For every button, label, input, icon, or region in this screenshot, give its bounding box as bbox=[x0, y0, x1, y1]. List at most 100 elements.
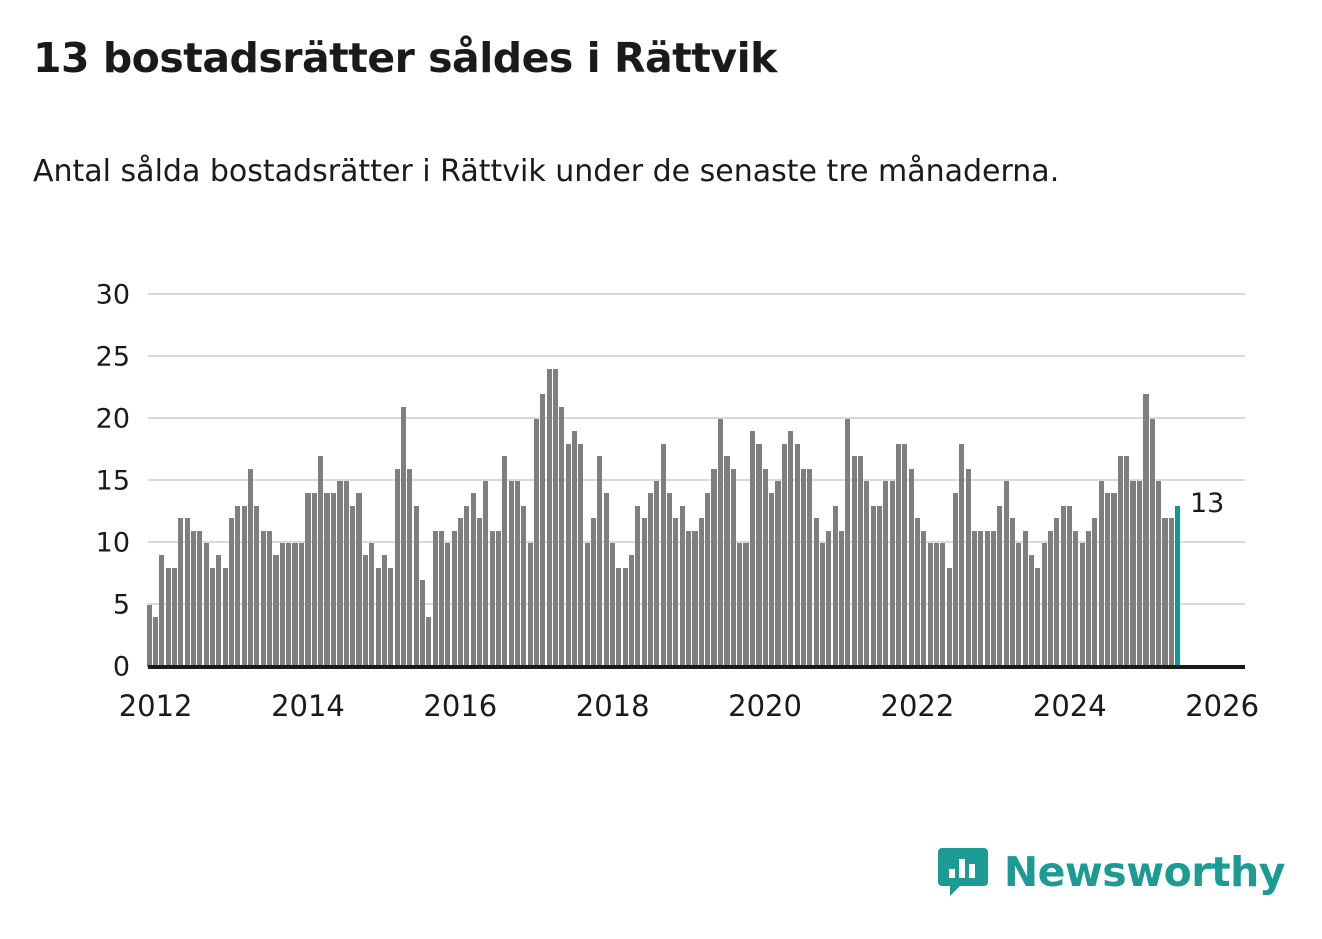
bar bbox=[901, 443, 907, 667]
bar bbox=[444, 543, 450, 667]
y-tick-label: 0 bbox=[112, 651, 130, 683]
bar bbox=[1105, 493, 1111, 667]
bar bbox=[654, 481, 660, 667]
bar bbox=[305, 493, 311, 667]
bar bbox=[978, 530, 984, 667]
bar bbox=[146, 605, 153, 667]
bar bbox=[381, 555, 387, 667]
bar bbox=[337, 481, 343, 667]
page-subtitle: Antal sålda bostadsrätter i Rättvik unde… bbox=[33, 154, 1060, 189]
bar bbox=[153, 617, 159, 667]
bar bbox=[368, 543, 374, 667]
bar bbox=[451, 530, 457, 667]
bar bbox=[927, 543, 933, 667]
bar bbox=[775, 481, 781, 667]
bar bbox=[699, 518, 705, 667]
bar bbox=[585, 543, 591, 667]
bar bbox=[768, 493, 774, 667]
y-tick-label: 25 bbox=[95, 341, 130, 373]
bar bbox=[1168, 518, 1174, 667]
bar bbox=[667, 493, 673, 667]
bar bbox=[940, 543, 946, 667]
bar bbox=[540, 394, 546, 667]
bar bbox=[1156, 481, 1162, 667]
bar bbox=[642, 518, 648, 667]
bar bbox=[1111, 493, 1117, 667]
bar bbox=[838, 530, 844, 667]
bar bbox=[819, 543, 825, 667]
bar bbox=[1080, 543, 1086, 667]
bar bbox=[1054, 518, 1060, 667]
bar bbox=[375, 567, 381, 667]
bar bbox=[648, 493, 654, 667]
bar bbox=[1023, 530, 1029, 667]
bar bbox=[984, 530, 991, 667]
bar bbox=[604, 493, 610, 667]
bar bbox=[387, 567, 393, 667]
x-axis-line bbox=[148, 665, 1245, 669]
bar bbox=[1029, 555, 1035, 667]
bar bbox=[546, 369, 552, 667]
bar bbox=[248, 468, 254, 667]
bar bbox=[800, 468, 806, 667]
newsworthy-logo: Newsworthy bbox=[936, 845, 1286, 899]
bar bbox=[692, 530, 698, 667]
bar bbox=[280, 543, 286, 667]
bar bbox=[197, 530, 203, 667]
bar bbox=[527, 543, 533, 667]
bar bbox=[343, 481, 349, 667]
bar bbox=[521, 505, 527, 667]
y-tick-label: 30 bbox=[95, 279, 130, 311]
bar bbox=[261, 530, 267, 667]
gridline bbox=[148, 293, 1245, 295]
bar bbox=[1149, 419, 1155, 667]
bar bbox=[514, 481, 520, 667]
bar bbox=[673, 518, 679, 667]
bar bbox=[991, 530, 997, 667]
bar bbox=[1099, 481, 1105, 667]
bar bbox=[210, 567, 216, 667]
bar bbox=[1124, 456, 1130, 667]
bar bbox=[463, 505, 469, 667]
bar bbox=[1042, 543, 1048, 667]
bar bbox=[482, 481, 489, 667]
bar bbox=[972, 530, 978, 667]
bar bbox=[711, 468, 717, 667]
x-tick-label: 2022 bbox=[880, 689, 955, 723]
bar bbox=[1092, 518, 1098, 667]
y-tick-label: 15 bbox=[95, 465, 130, 497]
gridline bbox=[148, 479, 1245, 481]
bar bbox=[661, 443, 667, 667]
bar bbox=[705, 493, 711, 667]
bar bbox=[749, 431, 755, 667]
gridline bbox=[148, 355, 1245, 357]
bar bbox=[273, 555, 279, 667]
gridline bbox=[148, 417, 1245, 419]
bar bbox=[1162, 518, 1168, 667]
bar bbox=[292, 543, 298, 667]
bar bbox=[362, 555, 368, 667]
bar bbox=[400, 406, 406, 667]
bar bbox=[565, 443, 572, 667]
bar bbox=[597, 456, 603, 667]
bar bbox=[623, 567, 629, 667]
bar bbox=[882, 481, 888, 667]
bar bbox=[204, 543, 210, 667]
bar bbox=[349, 505, 355, 667]
bar bbox=[159, 555, 165, 667]
last-value-annotation: 13 bbox=[1189, 487, 1225, 519]
bar bbox=[572, 431, 578, 667]
y-tick-label: 10 bbox=[95, 527, 130, 559]
bar bbox=[825, 530, 831, 667]
bar bbox=[762, 468, 768, 667]
bar bbox=[1061, 505, 1067, 667]
bar bbox=[229, 518, 235, 667]
bar bbox=[680, 505, 686, 667]
bar bbox=[495, 530, 501, 667]
bar bbox=[635, 505, 641, 667]
bar bbox=[787, 431, 793, 667]
x-tick-label: 2026 bbox=[1185, 689, 1260, 723]
bar bbox=[870, 505, 876, 667]
bar bbox=[311, 493, 317, 667]
